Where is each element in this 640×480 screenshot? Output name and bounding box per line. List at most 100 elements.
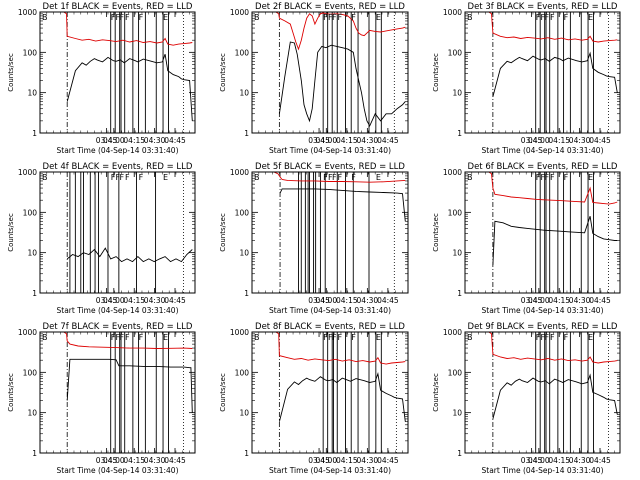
marker-label: F [351, 333, 356, 342]
panel-frame [464, 171, 621, 294]
panel-6: Det 6f BLACK = Events, RED = LLD Counts/s… [432, 162, 621, 315]
events-series-line [66, 247, 193, 263]
marker-label-b: B [254, 13, 260, 22]
y-tick-label: 100 [23, 368, 38, 377]
marker-label: E [376, 13, 381, 22]
y-tick-label: 1 [244, 449, 249, 458]
x-axis-label: Start Time (04-Sep-14 03:31:40) [482, 146, 604, 155]
marker-label-b: B [467, 333, 473, 342]
y-tick-label: 1000 [443, 8, 462, 17]
panel-title: Det 2f BLACK = Events, RED = LLD [255, 2, 405, 12]
x-tick-label: 03:45 [521, 296, 543, 305]
marker-label: F [328, 333, 333, 342]
x-axis-label: Start Time (04-Sep-14 03:31:40) [269, 466, 391, 475]
marker-label-b: B [467, 13, 473, 22]
marker-label: E [163, 13, 168, 22]
marker-label: E [163, 333, 168, 342]
panel-1: Det 1f BLACK = Events, RED = LLD Counts/s… [7, 2, 196, 155]
marker-label: F [332, 333, 337, 342]
x-axis-label: Start Time (04-Sep-14 03:31:40) [57, 146, 179, 155]
x-tick-label: 03:45 [96, 296, 118, 305]
x-tick-label: 04:45 [377, 136, 399, 145]
marker-label: F [545, 333, 550, 342]
y-tick-label: 1000 [230, 328, 249, 337]
x-tick-label: 04:15 [548, 296, 570, 305]
marker-label: F [550, 13, 555, 22]
lld-series-line [465, 12, 618, 43]
marker-label: F [540, 13, 545, 22]
x-tick-label: 04:30 [144, 136, 166, 145]
y-axis-label: Counts/sec [7, 53, 15, 92]
panel-frame [39, 11, 196, 134]
x-tick-label: 04:00 [315, 136, 337, 145]
x-tick-label: 04:30 [569, 296, 591, 305]
panel-data [465, 12, 618, 133]
x-axis-label: Start Time (04-Sep-14 03:31:40) [482, 306, 604, 315]
marker-label: F [536, 13, 541, 22]
y-tick-label: 1000 [230, 8, 249, 17]
lld-series-line [40, 332, 193, 349]
panel-title: Det 8f BLACK = Events, RED = LLD [255, 322, 405, 332]
panel-data [66, 172, 193, 293]
x-tick-label: 04:15 [336, 136, 358, 145]
panel-frame [251, 11, 409, 134]
y-tick-label: 1 [244, 129, 249, 138]
x-tick-label: 04:45 [377, 456, 399, 465]
x-tick-label: 04:00 [315, 456, 337, 465]
panel-2: Det 2f BLACK = Events, RED = LLD Counts/s… [219, 2, 409, 155]
marker-label: E [163, 173, 168, 182]
marker-label: F [564, 173, 569, 182]
x-tick-label: 03:45 [96, 456, 118, 465]
marker-label: F [540, 173, 545, 182]
marker-label-b: B [42, 333, 48, 342]
events-series-line [278, 41, 406, 127]
marker-label: E [588, 173, 593, 182]
panel-8: Det 8f BLACK = Events, RED = LLD Counts/s… [219, 322, 409, 475]
y-tick-label: 10 [27, 249, 37, 258]
y-tick-label: 10 [27, 409, 37, 418]
x-tick-label: 03:45 [308, 456, 330, 465]
marker-label: F [120, 333, 125, 342]
y-tick-label: 10 [239, 89, 249, 98]
x-axis-label: Start Time (04-Sep-14 03:31:40) [57, 466, 179, 475]
marker-label: F [332, 13, 337, 22]
events-series-line [492, 51, 618, 97]
x-axis-label: Start Time (04-Sep-14 03:31:40) [269, 306, 391, 315]
x-tick-label: 04:00 [528, 296, 550, 305]
panel-title: Det 6f BLACK = Events, RED = LLD [468, 162, 618, 172]
x-tick-label: 04:00 [528, 456, 550, 465]
y-axis-label: Counts/sec [219, 53, 227, 92]
marker-label: F [125, 173, 130, 182]
y-tick-label: 10 [239, 409, 249, 418]
y-axis-label: Counts/sec [432, 213, 440, 252]
marker-label: E [588, 333, 593, 342]
marker-label: F [120, 13, 125, 22]
lld-series-line [252, 172, 406, 183]
marker-label: F [111, 173, 116, 182]
y-tick-label: 1 [32, 449, 37, 458]
x-axis-label: Start Time (04-Sep-14 03:31:40) [57, 306, 179, 315]
y-tick-label: 10 [27, 89, 37, 98]
panel-data [40, 332, 193, 453]
y-tick-label: 1000 [443, 328, 462, 337]
x-axis-label: Start Time (04-Sep-14 03:31:40) [482, 466, 604, 475]
marker-label: F [540, 333, 545, 342]
y-tick-label: 1000 [230, 168, 249, 177]
panel-data [465, 332, 618, 453]
x-tick-label: 04:45 [164, 296, 186, 305]
panel-title: Det 1f BLACK = Events, RED = LLD [43, 2, 193, 12]
lld-series-line [465, 172, 618, 205]
panel-title: Det 5f BLACK = Events, RED = LLD [255, 162, 405, 172]
marker-label: E [376, 333, 381, 342]
marker-label: F [351, 13, 356, 22]
x-tick-label: 04:15 [123, 136, 145, 145]
x-tick-label: 04:30 [144, 456, 166, 465]
y-axis-label: Counts/sec [432, 53, 440, 92]
x-tick-label: 03:45 [521, 136, 543, 145]
marker-label: F [125, 333, 130, 342]
panel-data [252, 12, 406, 133]
marker-label: F [323, 13, 328, 22]
marker-label: F [338, 13, 343, 22]
panel-frame [39, 331, 196, 454]
